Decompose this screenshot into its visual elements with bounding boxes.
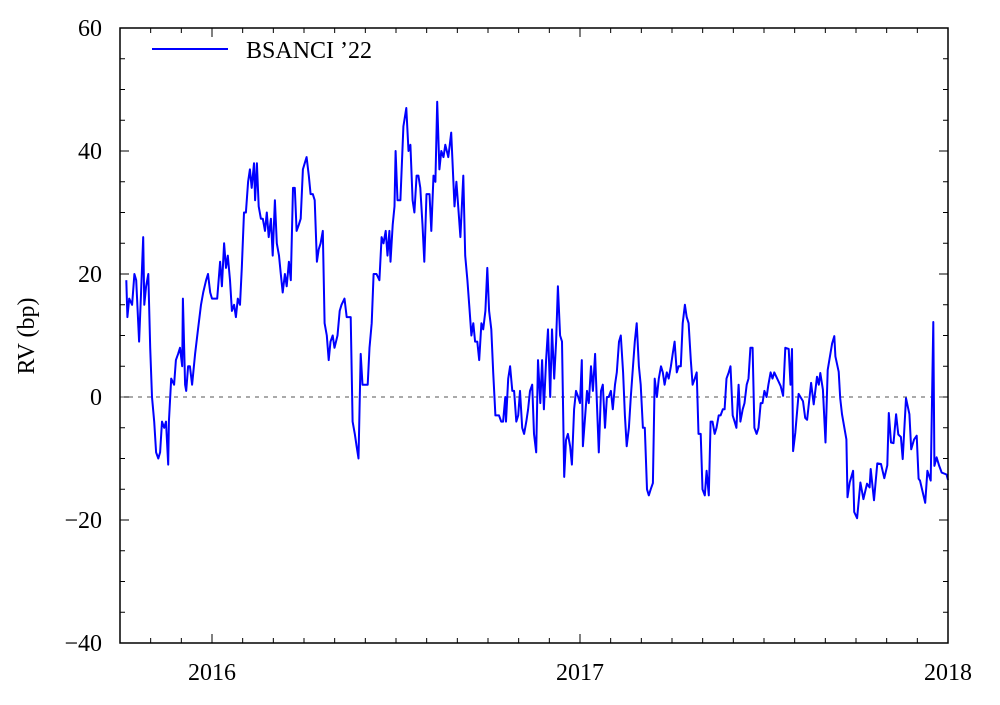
y-tick-label: −40 — [64, 631, 102, 657]
y-tick-label: 40 — [78, 139, 102, 165]
series-line-bsanci-22 — [125, 100, 949, 520]
x-tick-label: 2018 — [924, 660, 972, 686]
x-tick-label: 2017 — [556, 660, 604, 686]
legend-label: BSANCI ’22 — [246, 38, 372, 64]
plot-frame — [119, 27, 949, 644]
y-tick-label: 20 — [78, 262, 102, 288]
axis-tick-labels: −40 −20 0 20 40 60 2016 2017 2018 — [64, 16, 972, 686]
y-tick-label: 60 — [78, 16, 102, 42]
legend: BSANCI ’22 — [152, 38, 372, 64]
x-tick-label: 2016 — [188, 660, 236, 686]
axis-ticks — [119, 27, 949, 644]
y-tick-label: 0 — [90, 385, 102, 411]
y-tick-label: −20 — [64, 508, 102, 534]
y-axis-label: RV (bp) — [14, 298, 40, 375]
